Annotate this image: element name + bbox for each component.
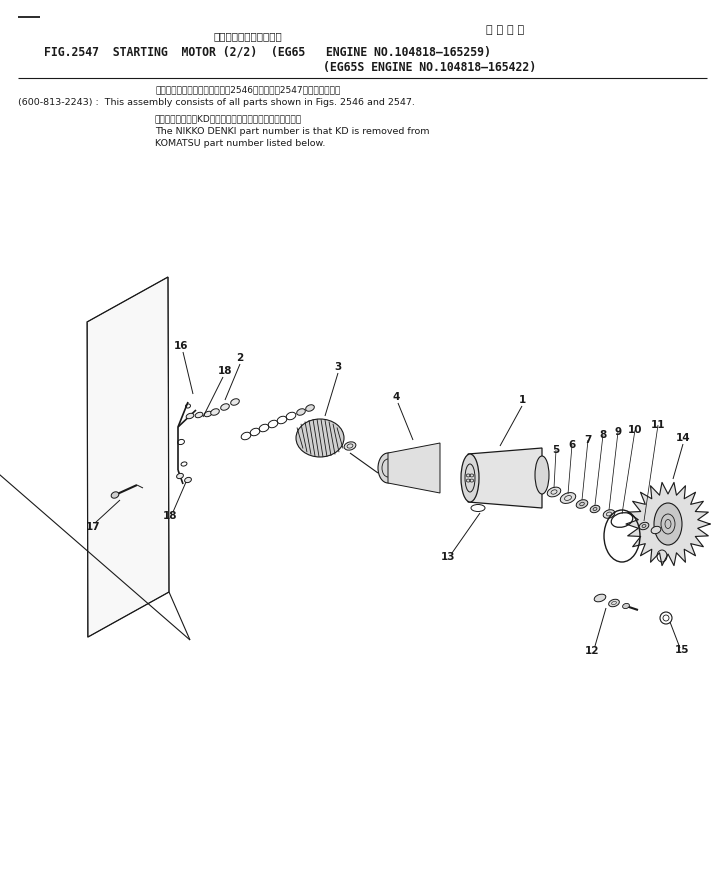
Text: 8: 8 — [600, 430, 607, 440]
Ellipse shape — [560, 493, 576, 503]
Polygon shape — [468, 448, 542, 508]
Text: 1: 1 — [518, 395, 526, 405]
Ellipse shape — [378, 453, 398, 483]
Polygon shape — [87, 277, 169, 637]
Ellipse shape — [231, 399, 239, 406]
Text: 16: 16 — [174, 341, 188, 351]
Ellipse shape — [195, 413, 203, 418]
Ellipse shape — [185, 477, 191, 482]
Ellipse shape — [461, 454, 479, 502]
Ellipse shape — [204, 411, 212, 417]
Text: 17: 17 — [86, 522, 100, 532]
Text: 13: 13 — [441, 552, 455, 562]
Ellipse shape — [186, 414, 194, 419]
Text: 7: 7 — [584, 435, 592, 445]
Text: このアセンブリの構成部品は第2546図および第2547図を含みます。: このアセンブリの構成部品は第2546図および第2547図を含みます。 — [155, 85, 341, 94]
Ellipse shape — [344, 442, 356, 451]
Ellipse shape — [590, 505, 600, 513]
Ellipse shape — [639, 523, 649, 530]
Text: 6: 6 — [568, 440, 576, 450]
Text: 10: 10 — [628, 425, 642, 435]
Text: 4: 4 — [392, 392, 399, 402]
Ellipse shape — [535, 456, 549, 494]
Text: 14: 14 — [676, 433, 690, 443]
Text: The NIKKO DENKI part number is that KD is removed from: The NIKKO DENKI part number is that KD i… — [155, 127, 429, 136]
Text: 品番のメーカ記号KDを除いたものが日興電機の品番です。: 品番のメーカ記号KDを除いたものが日興電機の品番です。 — [155, 114, 302, 123]
Text: FIG.2547  STARTING  MOTOR (2/2)  (EG65   ENGINE NO.104818–165259): FIG.2547 STARTING MOTOR (2/2) (EG65 ENGI… — [44, 46, 491, 58]
Text: 11: 11 — [651, 420, 666, 430]
Ellipse shape — [111, 492, 119, 498]
Ellipse shape — [651, 526, 661, 533]
Ellipse shape — [576, 500, 588, 509]
Text: 適 用 号 機: 適 用 号 機 — [486, 25, 524, 35]
Ellipse shape — [594, 594, 606, 602]
Ellipse shape — [177, 473, 183, 479]
Ellipse shape — [297, 408, 305, 415]
Text: KOMATSU part number listed below.: KOMATSU part number listed below. — [155, 139, 326, 148]
Text: スターティング　モータ: スターティング モータ — [214, 31, 282, 41]
Polygon shape — [388, 443, 440, 493]
Ellipse shape — [306, 405, 315, 411]
Text: 2: 2 — [236, 353, 244, 363]
Text: 18: 18 — [218, 366, 232, 376]
Ellipse shape — [623, 604, 629, 609]
Ellipse shape — [603, 510, 615, 518]
Ellipse shape — [296, 419, 344, 457]
Text: 5: 5 — [552, 445, 560, 455]
Text: 12: 12 — [585, 646, 600, 656]
Ellipse shape — [220, 404, 229, 410]
Text: (600-813-2243) :  This assembly consists of all parts shown in Figs. 2546 and 25: (600-813-2243) : This assembly consists … — [18, 98, 415, 107]
Text: 3: 3 — [334, 362, 341, 372]
Ellipse shape — [547, 488, 560, 497]
Polygon shape — [626, 482, 710, 566]
Text: 18: 18 — [162, 511, 177, 521]
Text: (EG65S ENGINE NO.104818–165422): (EG65S ENGINE NO.104818–165422) — [323, 61, 536, 74]
Ellipse shape — [654, 503, 682, 545]
Text: 15: 15 — [675, 645, 689, 655]
Ellipse shape — [609, 599, 619, 606]
Text: 9: 9 — [614, 427, 621, 437]
Ellipse shape — [211, 408, 220, 415]
